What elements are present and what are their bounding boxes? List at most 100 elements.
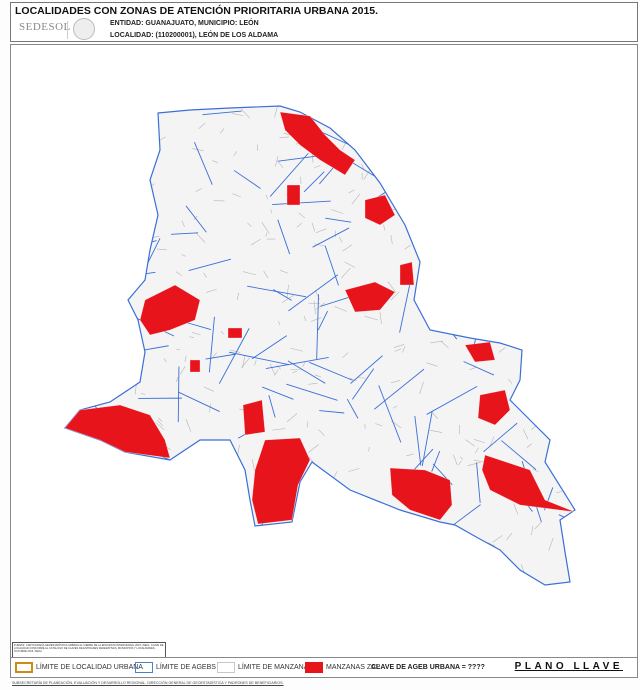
ageb-boundary xyxy=(170,232,199,235)
ageb-boundary xyxy=(303,171,325,193)
manzana-line xyxy=(263,270,269,279)
ageb-boundary xyxy=(364,579,400,585)
manzana-line xyxy=(128,226,132,232)
ageb-boundary xyxy=(251,335,288,360)
ageb-boundary xyxy=(312,227,350,248)
manzana-line xyxy=(510,302,516,315)
manzana-line xyxy=(195,188,202,192)
manzana-line xyxy=(60,339,61,343)
manzana-line xyxy=(96,178,107,183)
manzana-line xyxy=(430,152,441,162)
manzana-line xyxy=(139,524,142,532)
manzana-line xyxy=(440,178,453,184)
manzana-line xyxy=(465,439,475,447)
ageb-boundary xyxy=(187,522,214,531)
manzana-line xyxy=(198,122,206,129)
ageb-boundary xyxy=(94,575,116,585)
locality-swatch xyxy=(15,662,33,673)
ageb-boundary xyxy=(233,546,254,585)
manzana-line xyxy=(191,332,201,336)
manzana-line xyxy=(209,403,211,413)
manzana-line xyxy=(558,351,567,354)
ageb-boundary xyxy=(265,357,329,370)
header: LOCALIDADES CON ZONAS DE ATENCIÓN PRIORI… xyxy=(10,2,638,42)
manzana-line xyxy=(399,175,403,181)
manzana-line xyxy=(298,212,306,219)
ageb-boundary xyxy=(573,106,575,142)
manzana-line xyxy=(102,463,108,469)
ageb-boundary xyxy=(324,245,339,286)
manzana-line xyxy=(96,208,106,214)
manzana-line xyxy=(240,108,250,119)
manzana-line xyxy=(261,222,270,234)
manzana-line xyxy=(233,151,238,157)
ageb-boundary xyxy=(69,135,130,155)
manzana-line xyxy=(560,279,570,291)
ageb-boundary xyxy=(346,398,359,419)
manzana-line xyxy=(565,308,575,312)
ageb-boundary xyxy=(193,141,213,185)
ageb-boundary xyxy=(86,106,112,113)
manzana-line xyxy=(561,140,566,144)
ageb-boundary xyxy=(188,258,232,271)
manzana-line xyxy=(237,531,243,537)
manzana-line xyxy=(251,459,255,471)
manzana-line xyxy=(103,493,109,504)
manzana-line xyxy=(66,219,74,224)
manzana-line xyxy=(296,554,300,560)
manzana-line xyxy=(412,563,420,574)
manzana-line xyxy=(310,106,322,112)
urban-area xyxy=(65,106,575,585)
manzana-line xyxy=(76,194,81,197)
ageb-boundary xyxy=(404,127,435,132)
ageb-boundary xyxy=(111,338,126,373)
manzana-line xyxy=(286,413,298,423)
manzana-line xyxy=(75,363,79,368)
manzana-line xyxy=(118,488,126,492)
manzana-line xyxy=(103,136,108,139)
manzana-line xyxy=(71,507,79,518)
manzana-line xyxy=(116,317,123,319)
ageb-boundary xyxy=(378,385,402,443)
manzana-line xyxy=(294,527,298,536)
zap-zone xyxy=(481,454,576,513)
zap-zone xyxy=(364,194,396,226)
manzana-line xyxy=(541,130,554,133)
manzana-line xyxy=(432,413,439,420)
manzana-line xyxy=(526,443,532,448)
legend: LÍMITE DE LOCALIDAD URBANA LÍMITE DE AGE… xyxy=(10,657,638,678)
ageb-boundary xyxy=(325,217,352,223)
manzana-line xyxy=(430,313,434,318)
manzana-line xyxy=(394,559,405,564)
manzana-line xyxy=(65,175,73,185)
manzana-line xyxy=(517,397,529,403)
manzana-line xyxy=(99,153,104,157)
manzana-line xyxy=(569,353,573,360)
manzana-line xyxy=(384,142,387,148)
ageb-boundary xyxy=(316,294,319,360)
manzana-line xyxy=(120,106,130,116)
manzana-line xyxy=(547,261,554,270)
manzana-line xyxy=(134,384,137,395)
manzana-line xyxy=(505,241,518,247)
manzana-line xyxy=(155,519,158,529)
ageb-boundary xyxy=(407,561,455,585)
manzana-line xyxy=(188,469,193,472)
manzana-line xyxy=(216,544,220,553)
manzana-line xyxy=(156,419,164,427)
manzana-line xyxy=(357,377,366,379)
manzana-line xyxy=(401,528,407,532)
manzana-line xyxy=(487,542,496,547)
ageb-boundary xyxy=(269,152,309,197)
ageb-boundary xyxy=(233,170,261,189)
ageb-boundary xyxy=(26,472,63,479)
manzana-line xyxy=(508,378,513,384)
manzana-line xyxy=(286,284,289,298)
ageb-boundary xyxy=(513,247,521,271)
manzana-line xyxy=(138,124,152,128)
manzana-line xyxy=(116,551,126,564)
manzana-line xyxy=(340,267,351,279)
manzana-line xyxy=(68,251,71,257)
zap-zone xyxy=(286,184,301,206)
manzana-line xyxy=(104,269,115,275)
